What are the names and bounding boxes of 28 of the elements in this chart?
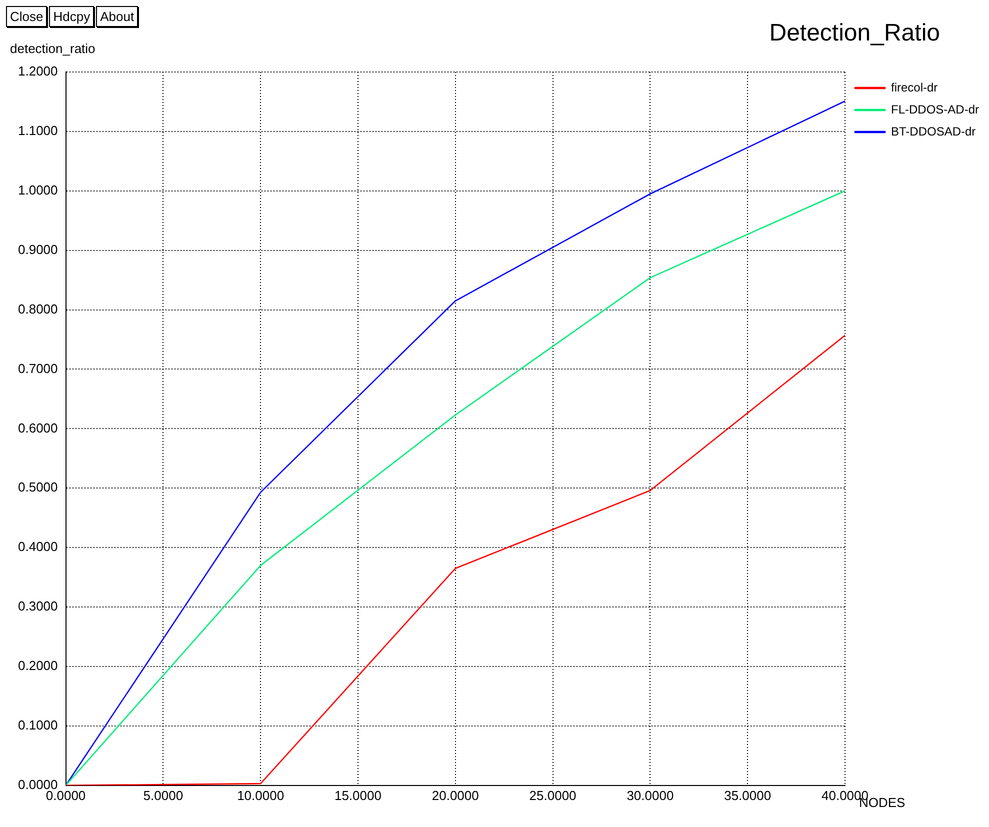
- text: Hdcpy: [49, 6, 94, 27]
- x-tick-label: 30.0000: [626, 788, 674, 803]
- x-tick-label: 20.0000: [432, 788, 479, 803]
- x-tick-label: 10.0000: [237, 788, 284, 803]
- legend-label: BT-DDOSAD-dr: [891, 124, 976, 138]
- y-tick-label: 0.7000: [18, 360, 58, 376]
- chart-title: Detection_Ratio: [769, 20, 940, 47]
- y-tick-label: 0.0000: [18, 776, 58, 792]
- y-tick-label: 0.3000: [18, 598, 58, 614]
- legend-label: firecol-dr: [891, 80, 938, 94]
- y-tick-label: 0.8000: [18, 301, 58, 316]
- y-tick-label: 0.6000: [18, 420, 58, 436]
- legend-label: FL-DDOS-AD-dr: [891, 102, 980, 116]
- y-tick-label: 0.4000: [18, 539, 58, 554]
- x-tick-label: 35.0000: [724, 788, 772, 803]
- y-axis-title: detection_ratio: [10, 41, 96, 56]
- text: Close: [6, 6, 48, 27]
- y-tick-label: 0.1000: [18, 718, 58, 733]
- x-tick-label: 25.0000: [529, 788, 576, 803]
- y-tick-label: 1.2000: [18, 64, 58, 79]
- y-tick-label: 0.2000: [18, 658, 58, 674]
- y-tick-label: 0.5000: [18, 480, 58, 495]
- y-tick-label: 1.1000: [18, 123, 58, 138]
- text: About: [96, 6, 138, 27]
- x-tick-label: 5.0000: [143, 788, 184, 803]
- y-tick-label: 0.9000: [18, 242, 58, 257]
- x-tick-label: 15.0000: [334, 788, 382, 803]
- y-tick-label: 1.0000: [18, 182, 58, 198]
